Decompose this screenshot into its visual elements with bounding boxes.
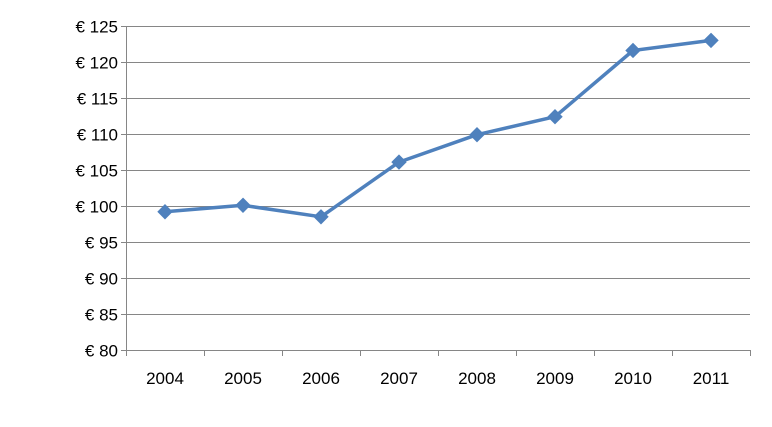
y-axis-tick-labels: € 80 € 85 € 90 € 95 € 100 € 105 € 110 € 115 € 12…	[75, 18, 118, 361]
x-tick-label: 2005	[224, 369, 262, 388]
gridlines	[126, 26, 750, 315]
x-axis-tick-labels: 2004 2005 2006 2007 2008 2009 2010 2011	[146, 369, 729, 388]
data-point-marker	[157, 204, 173, 220]
x-tick-label: 2008	[458, 369, 496, 388]
y-tick-label: € 105	[75, 162, 118, 181]
y-tick-label: € 85	[85, 306, 118, 325]
x-tick-label: 2009	[536, 369, 574, 388]
x-tick-label: 2011	[693, 369, 730, 388]
data-point-marker	[469, 127, 485, 143]
y-tick-label: € 95	[85, 234, 118, 253]
y-tick-label: € 100	[75, 198, 118, 217]
axes	[121, 26, 751, 356]
y-tick-label: € 120	[75, 54, 118, 73]
series-line	[163, 38, 713, 219]
x-tick-label: 2006	[302, 369, 340, 388]
y-tick-label: € 90	[85, 270, 118, 289]
series-group	[157, 32, 719, 225]
x-tick-label: 2007	[380, 369, 418, 388]
y-tick-label: € 110	[77, 126, 118, 145]
x-tick-label: 2004	[146, 369, 184, 388]
y-tick-label: € 125	[75, 18, 118, 37]
data-point-marker	[547, 109, 563, 125]
y-tick-label: € 80	[85, 342, 118, 361]
y-tick-label: € 115	[77, 90, 118, 109]
data-point-marker	[703, 32, 719, 49]
data-point-marker	[313, 209, 329, 225]
data-point-marker	[235, 197, 251, 213]
data-point-marker	[625, 42, 641, 59]
data-point-marker	[391, 154, 407, 170]
x-tick-label: 2010	[614, 369, 652, 388]
